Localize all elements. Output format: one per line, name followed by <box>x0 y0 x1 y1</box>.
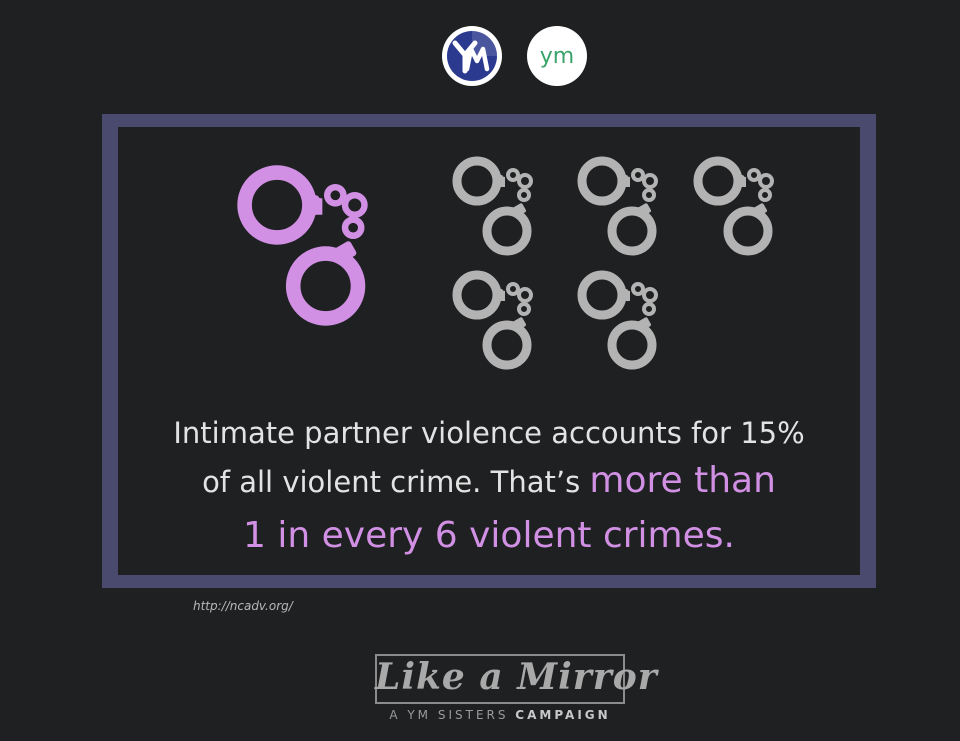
statistic-caption: Intimate partner violence accounts for 1… <box>102 410 876 562</box>
caption-line-2-text: of all violent crime. That’s <box>202 465 590 499</box>
ym-wordmark-logo: ym <box>526 25 588 87</box>
brand-subtitle-prefix: A YM SISTERS <box>389 708 516 722</box>
source-link[interactable]: http://ncadv.org/ <box>193 599 293 613</box>
brand-subtitle-bold: CAMPAIGN <box>515 708 611 722</box>
ym-wordmark-text: ym <box>540 44 574 69</box>
logo-row: ym <box>0 25 960 95</box>
ym-circle-logo <box>441 25 503 87</box>
campaign-brand: Like a Mirror A YM SISTERS CAMPAIGN <box>375 654 658 726</box>
caption-line-2: of all violent crime. That’s more than <box>102 457 876 506</box>
brand-title: Like a Mirror <box>375 656 658 698</box>
brand-box <box>375 654 625 704</box>
caption-highlight: more than <box>589 460 776 501</box>
brand-subtitle: A YM SISTERS CAMPAIGN <box>375 708 625 722</box>
caption-line-3: 1 in every 6 violent crimes. <box>243 515 735 556</box>
caption-line-1: Intimate partner violence accounts for 1… <box>173 416 805 450</box>
